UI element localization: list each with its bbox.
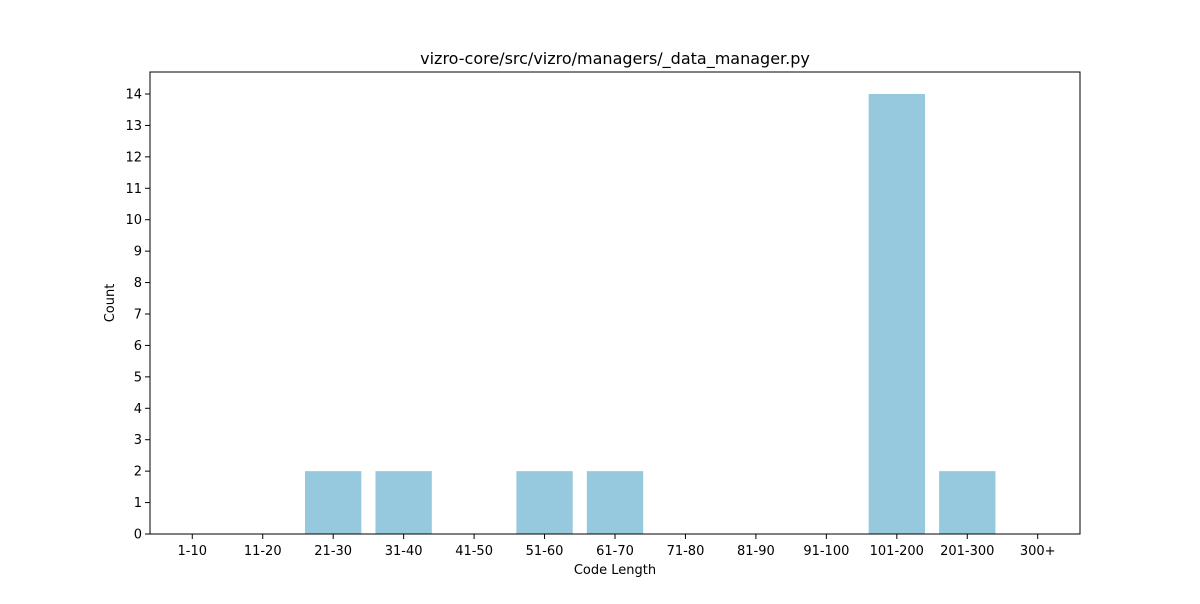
- bar-201-300: [939, 471, 996, 534]
- x-tick-label: 21-30: [314, 544, 352, 559]
- bar-51-60: [516, 471, 573, 534]
- y-tick-label: 4: [134, 402, 142, 417]
- y-tick-label: 0: [134, 528, 142, 543]
- y-tick-label: 8: [134, 276, 142, 291]
- x-tick-label: 71-80: [667, 544, 705, 559]
- x-tick-label: 101-200: [870, 544, 924, 559]
- y-tick-label: 10: [125, 213, 142, 228]
- bar-101-200: [868, 94, 925, 534]
- y-tick-label: 12: [125, 150, 142, 165]
- bar-61-70: [586, 471, 644, 534]
- y-tick-label: 1: [134, 496, 142, 511]
- x-tick-label: 91-100: [803, 544, 849, 559]
- bar-31-40: [375, 471, 432, 534]
- x-tick-label: 31-40: [385, 544, 423, 559]
- x-axis-label: Code Length: [574, 563, 656, 578]
- bar-21-30: [305, 471, 362, 534]
- x-tick-label: 41-50: [455, 544, 493, 559]
- y-tick-label: 6: [134, 339, 142, 354]
- x-tick-label: 300+: [1020, 544, 1056, 559]
- y-tick-label: 14: [125, 88, 142, 103]
- y-tick-label: 13: [125, 119, 142, 134]
- x-tick-label: 51-60: [526, 544, 564, 559]
- y-tick-label: 3: [134, 433, 142, 448]
- x-tick-label: 81-90: [737, 544, 775, 559]
- y-tick-label: 7: [134, 308, 142, 323]
- x-tick-label: 1-10: [178, 544, 208, 559]
- y-tick-label: 9: [134, 245, 142, 260]
- y-tick-label: 5: [134, 370, 142, 385]
- bars: [305, 94, 996, 534]
- chart-title: vizro-core/src/vizro/managers/_data_mana…: [420, 49, 810, 69]
- x-tick-label: 11-20: [244, 544, 282, 559]
- x-axis: 1-10 11-20 21-30 31-40 41-50 51-60 61-70 71-80 8…: [178, 534, 1056, 559]
- y-tick-label: 11: [125, 182, 142, 197]
- y-tick-label: 2: [134, 465, 142, 480]
- x-tick-label: 61-70: [596, 544, 634, 559]
- x-tick-label: 201-300: [940, 544, 994, 559]
- plot-frame: [149, 71, 1081, 535]
- y-axis-label: Count: [103, 284, 118, 323]
